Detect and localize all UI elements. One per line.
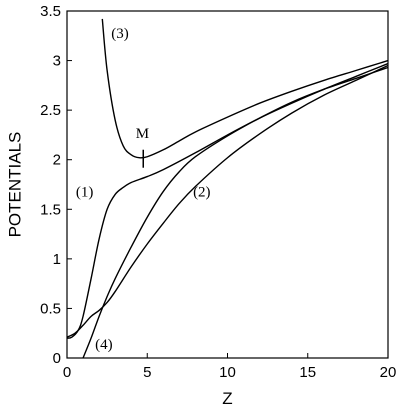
y-tick-label: 0 [53, 350, 61, 367]
curve-1-line [66, 62, 389, 339]
y-tick-label: 2 [53, 152, 61, 169]
x-tick-label: 5 [143, 364, 151, 381]
x-tick-label: 20 [380, 364, 397, 381]
y-tick-label: 1.5 [40, 201, 61, 218]
y-tick-label: 1 [53, 251, 61, 268]
annotation-label: M [136, 126, 149, 142]
y-tick-label: 0.5 [40, 300, 61, 317]
plot-area-border [66, 10, 389, 359]
axis-ticks: 0 5 10 15 20 0 0.5 1 1.5 2 2.5 3 3.5 [40, 3, 396, 381]
plot-frame [66, 10, 389, 359]
curve-4-line [82, 66, 389, 359]
curves [66, 18, 389, 359]
annotations: (3) M (1) (2) (4) [76, 26, 211, 353]
curve-2-line [66, 64, 389, 338]
x-tick-label: 0 [63, 364, 71, 381]
annotation-label: (3) [111, 26, 129, 42]
y-tick-label: 3.5 [40, 3, 61, 20]
curve-3-line [101, 18, 389, 159]
x-tick-label: 10 [219, 364, 236, 381]
x-tick-label: 15 [299, 364, 316, 381]
annotation-label: (2) [193, 184, 211, 200]
y-axis-label: POTENTIALS [5, 132, 24, 238]
y-tick-label: 3 [53, 53, 61, 70]
x-axis-label: Z [222, 389, 232, 408]
annotation-label: (4) [95, 337, 113, 353]
y-tick-label: 2.5 [40, 102, 61, 119]
annotation-label: (1) [76, 184, 94, 200]
